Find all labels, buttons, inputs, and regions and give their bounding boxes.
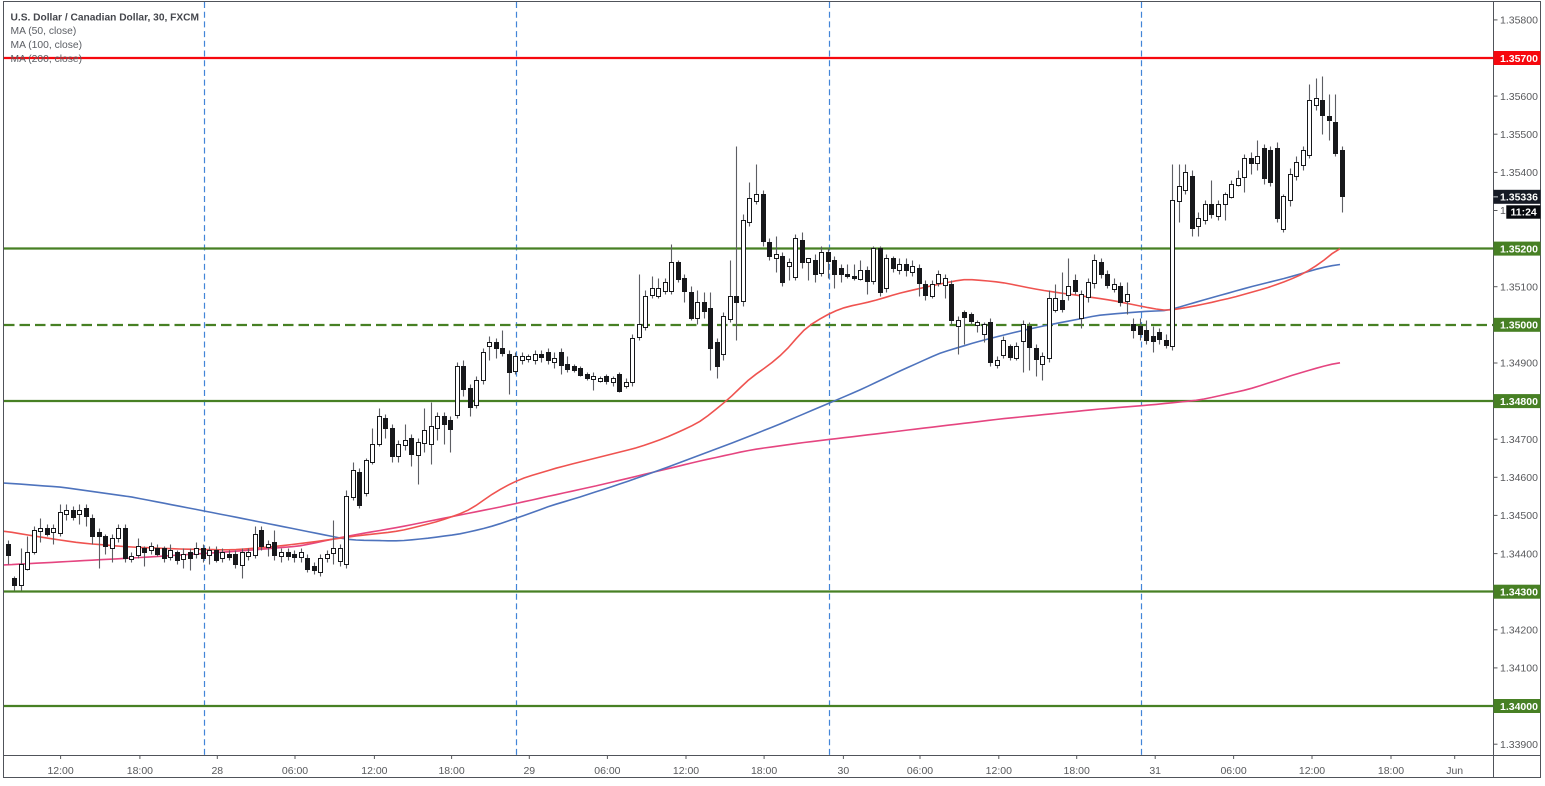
svg-text:12:00: 12:00: [673, 765, 699, 777]
svg-text:06:00: 06:00: [594, 765, 620, 777]
svg-text:30: 30: [838, 765, 850, 777]
svg-text:1.35000: 1.35000: [1500, 320, 1538, 332]
svg-text:1.34500: 1.34500: [1500, 510, 1538, 522]
svg-text:18:00: 18:00: [1064, 765, 1090, 777]
svg-text:1.34000: 1.34000: [1500, 701, 1538, 713]
svg-text:U.S. Dollar / Canadian Dollar,: U.S. Dollar / Canadian Dollar, 30, FXCM: [11, 13, 200, 24]
svg-text:06:00: 06:00: [907, 765, 933, 777]
svg-text:1.35400: 1.35400: [1500, 167, 1538, 179]
svg-text:1.34100: 1.34100: [1500, 663, 1538, 675]
svg-text:12:00: 12:00: [361, 765, 387, 777]
svg-text:1.35100: 1.35100: [1500, 281, 1538, 293]
svg-text:18:00: 18:00: [1378, 765, 1404, 777]
svg-text:MA (50, close): MA (50, close): [11, 26, 77, 37]
svg-text:28: 28: [211, 765, 223, 777]
svg-text:1.34400: 1.34400: [1500, 548, 1538, 560]
svg-text:06:00: 06:00: [282, 765, 308, 777]
svg-text:1.34300: 1.34300: [1500, 587, 1538, 599]
svg-text:MA (100, close): MA (100, close): [11, 40, 83, 51]
svg-text:29: 29: [523, 765, 535, 777]
svg-text:11:24: 11:24: [1511, 206, 1537, 218]
svg-text:1.34700: 1.34700: [1500, 434, 1538, 446]
svg-text:1.35600: 1.35600: [1500, 91, 1538, 103]
svg-text:18:00: 18:00: [127, 765, 153, 777]
svg-text:1.34800: 1.34800: [1500, 396, 1538, 408]
svg-text:1.35500: 1.35500: [1500, 129, 1538, 141]
svg-text:1.35336: 1.35336: [1500, 192, 1538, 204]
svg-text:MA (200, close): MA (200, close): [11, 54, 83, 65]
svg-text:12:00: 12:00: [47, 765, 73, 777]
svg-text:Jun: Jun: [1446, 765, 1463, 777]
svg-text:1.34900: 1.34900: [1500, 358, 1538, 370]
svg-text:12:00: 12:00: [986, 765, 1012, 777]
svg-text:1.34600: 1.34600: [1500, 472, 1538, 484]
svg-text:1.33900: 1.33900: [1500, 739, 1538, 751]
svg-text:1.35700: 1.35700: [1500, 53, 1538, 65]
svg-text:1.34200: 1.34200: [1500, 625, 1538, 637]
svg-text:18:00: 18:00: [438, 765, 464, 777]
svg-text:1.35200: 1.35200: [1500, 243, 1538, 255]
svg-text:12:00: 12:00: [1299, 765, 1325, 777]
svg-text:1.35800: 1.35800: [1500, 15, 1538, 27]
svg-text:06:00: 06:00: [1220, 765, 1246, 777]
svg-text:31: 31: [1149, 765, 1161, 777]
svg-text:18:00: 18:00: [751, 765, 777, 777]
